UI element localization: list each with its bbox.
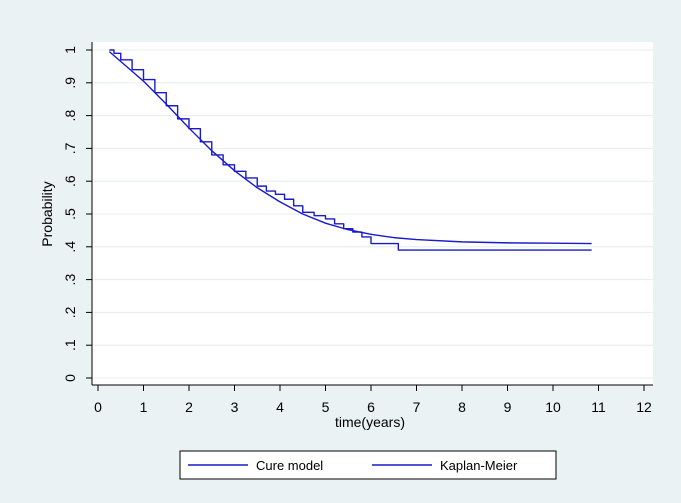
legend-box [179,450,557,480]
x-tick-label: 11 [591,399,606,415]
x-tick-label: 10 [545,399,561,415]
y-tick-label: .5 [62,208,78,220]
legend-label-cure-model: Cure model [256,458,323,473]
x-tick-label: 2 [185,399,193,415]
x-tick-label: 4 [276,399,284,415]
legend: Cure model Kaplan-Meier [179,450,557,480]
y-ticks: 0 .1 .2 .3 .4 .5 .6 .7 .8 .9 1 [62,46,92,382]
x-tick-label: 3 [231,399,239,415]
x-tick-label: 5 [322,399,330,415]
x-tick-label: 6 [367,399,375,415]
y-tick-label: .2 [62,306,78,318]
x-ticks: 0 1 2 3 4 5 6 7 8 9 10 11 12 [94,385,652,415]
y-tick-label: .7 [62,142,78,154]
y-tick-label: .8 [62,110,78,122]
x-tick-label: 0 [94,399,102,415]
y-tick-label: .6 [62,175,78,187]
series-line-kaplan-meier [109,49,592,251]
y-tick-label: .9 [62,77,78,89]
y-tick-label: .3 [62,274,78,286]
y-tick-label: .1 [62,339,78,351]
gridlines [92,49,653,379]
x-tick-label: 8 [458,399,466,415]
x-tick-label: 12 [636,399,652,415]
y-tick-label: .4 [62,241,78,253]
y-tick-label: 0 [62,374,78,382]
series-layer [108,49,592,251]
x-tick-label: 7 [413,399,421,415]
x-tick-label: 1 [140,399,148,415]
legend-label-kaplan-meier: Kaplan-Meier [440,458,518,473]
y-tick-label: 1 [62,46,78,54]
x-tick-label: 9 [504,399,512,415]
y-axis-title: Probability [39,181,55,246]
x-axis-title: time(years) [335,414,405,430]
